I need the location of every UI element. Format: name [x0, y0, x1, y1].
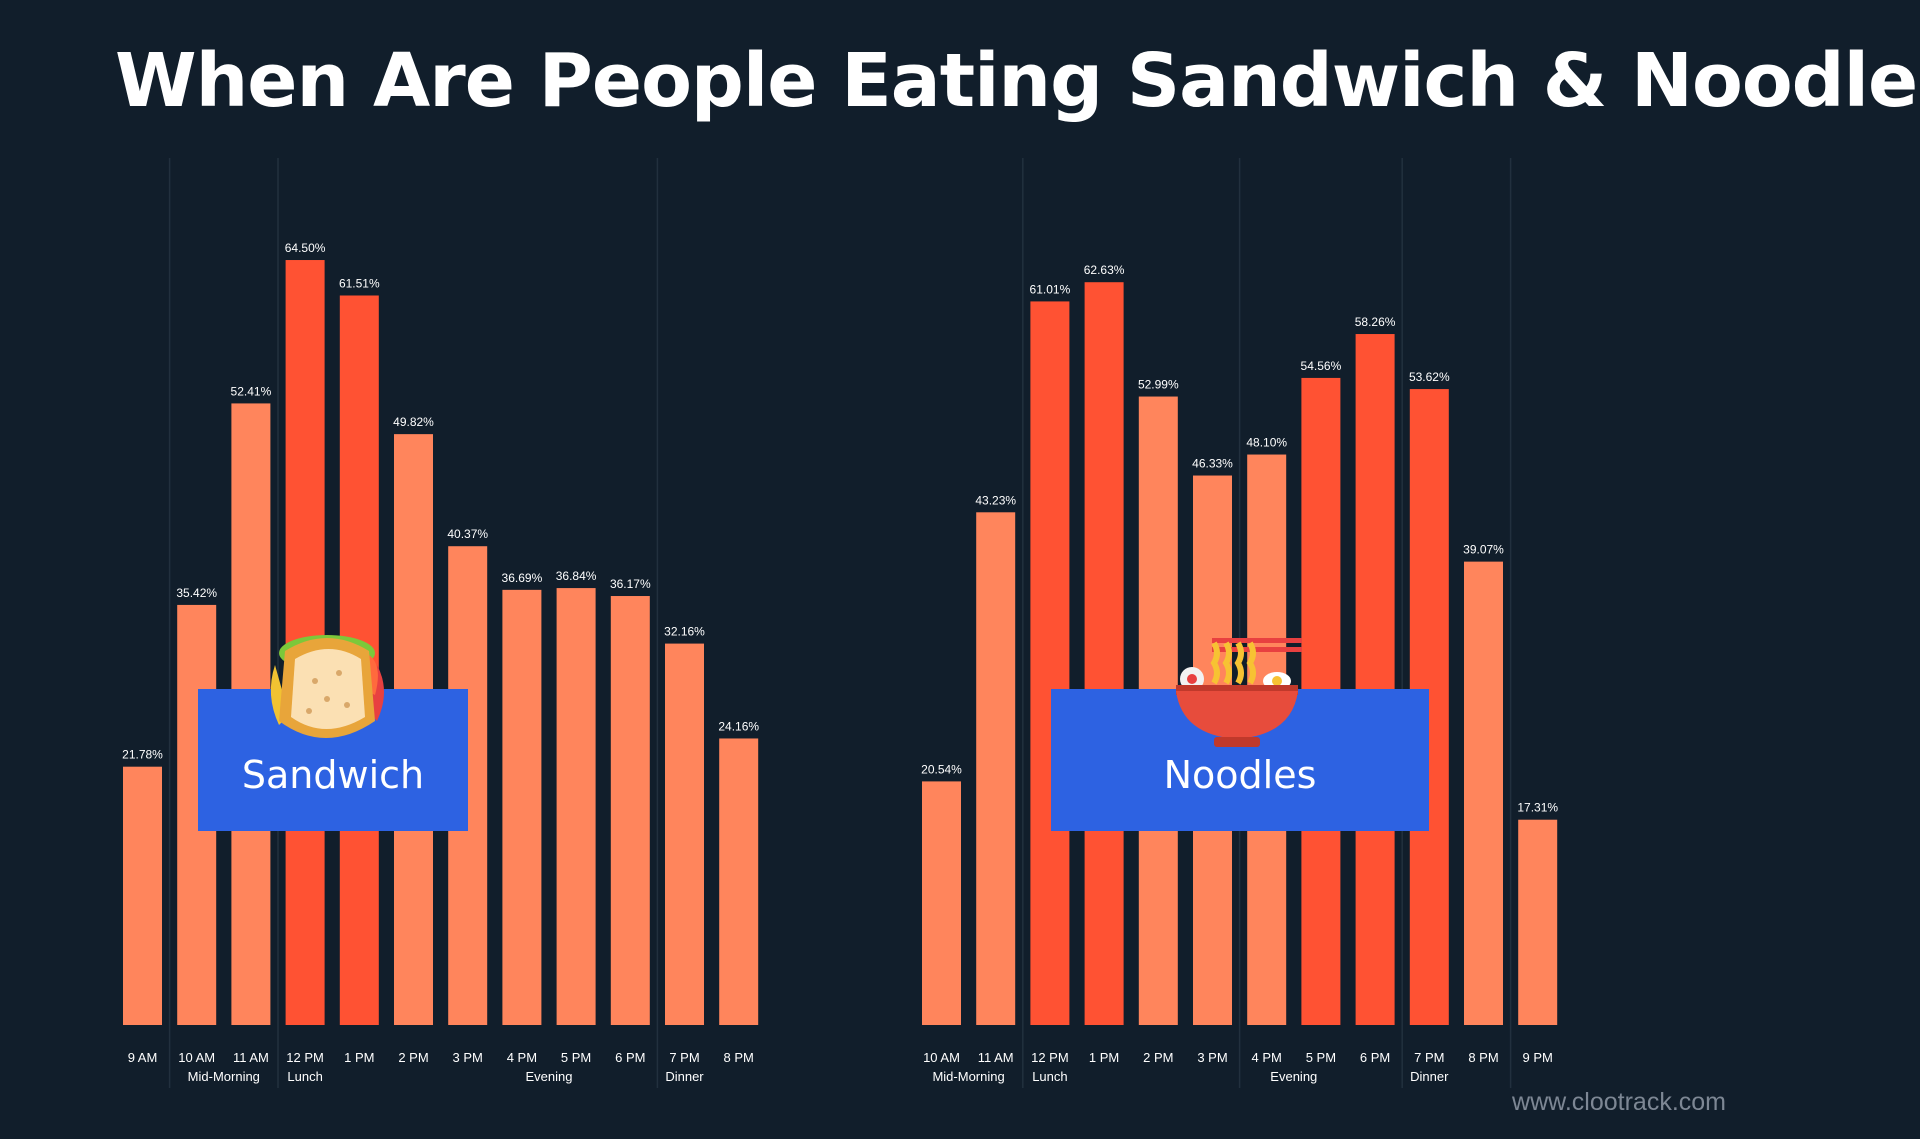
sandwich-data-label: 61.51%: [339, 276, 380, 290]
noodles-tick-label: 10 AM: [923, 1050, 960, 1065]
noodles-data-label: 52.99%: [1138, 378, 1179, 392]
sandwich-tick-label: 5 PM: [561, 1050, 591, 1065]
sandwich-bar: [502, 589, 542, 1025]
noodles-bar: [1355, 334, 1395, 1026]
sandwich-data-label: 36.84%: [556, 569, 597, 583]
noodles-tick-label: 5 PM: [1306, 1050, 1336, 1065]
noodles-data-label: 62.63%: [1084, 263, 1125, 277]
noodles-data-label: 20.54%: [921, 762, 962, 776]
noodles-tick-label: 1 PM: [1089, 1050, 1119, 1065]
sandwich-group-label: Evening: [526, 1069, 573, 1084]
noodles-bar: [1084, 282, 1124, 1025]
noodles-group-label: Dinner: [1410, 1069, 1449, 1084]
noodles-data-label: 53.62%: [1409, 370, 1450, 384]
sandwich-tick-label: 7 PM: [669, 1050, 699, 1065]
noodles-bar: [1518, 819, 1558, 1025]
noodles-tick-label: 2 PM: [1143, 1050, 1173, 1065]
sandwich-icon: [270, 635, 384, 738]
sandwich-label: Sandwich: [241, 753, 425, 797]
sandwich-data-label: 21.78%: [122, 748, 163, 762]
sandwich-tick-label: 10 AM: [178, 1050, 215, 1065]
sandwich-tick-label: 4 PM: [507, 1050, 537, 1065]
noodles-bar: [1030, 301, 1070, 1025]
sandwich-bar: [665, 643, 704, 1025]
sandwich-tick-label: 1 PM: [344, 1050, 374, 1065]
chart-title: When Are People Eating Sandwich & Noodle…: [115, 38, 1920, 124]
noodles-group-label: Lunch: [1032, 1069, 1067, 1084]
sandwich-tick-label: 9 AM: [128, 1050, 158, 1065]
noodles-tick-label: 6 PM: [1360, 1050, 1390, 1065]
noodles-tick-label: 11 AM: [978, 1050, 1014, 1065]
noodles-label-badge: Noodles: [1051, 689, 1429, 831]
noodles-data-label: 39.07%: [1463, 543, 1504, 557]
noodles-data-label: 46.33%: [1192, 457, 1233, 471]
noodles-label: Noodles: [1163, 753, 1317, 797]
sandwich-tick-label: 8 PM: [724, 1050, 754, 1065]
noodles-tick-label: 9 PM: [1523, 1050, 1553, 1065]
sandwich-group-label: Mid-Morning: [188, 1069, 260, 1084]
noodles-data-label: 54.56%: [1301, 359, 1342, 373]
sandwich-data-label: 35.42%: [176, 586, 217, 600]
noodles-tick-label: 3 PM: [1197, 1050, 1227, 1065]
noodles-tick-label: 12 PM: [1031, 1050, 1069, 1065]
sandwich-tick-label: 3 PM: [453, 1050, 483, 1065]
sandwich-label-badge: Sandwich: [198, 689, 468, 831]
sandwich-bar: [556, 588, 596, 1025]
sandwich-tick-label: 2 PM: [398, 1050, 428, 1065]
noodles-data-label: 43.23%: [975, 493, 1016, 507]
sandwich-tick-label: 12 PM: [286, 1050, 324, 1065]
noodles-group-label: Mid-Morning: [932, 1069, 1004, 1084]
sandwich-bar: [610, 596, 650, 1025]
noodles-data-label: 48.10%: [1246, 436, 1287, 450]
noodles-tick-label: 4 PM: [1252, 1050, 1282, 1065]
noodles-tick-label: 7 PM: [1414, 1050, 1444, 1065]
sandwich-data-label: 52.41%: [231, 384, 272, 398]
sandwich-group-label: Dinner: [665, 1069, 704, 1084]
noodle-bowl-icon: [1176, 638, 1302, 747]
sandwich-data-label: 32.16%: [664, 625, 705, 639]
sandwich-data-label: 49.82%: [393, 415, 434, 429]
sandwich-group-label: Lunch: [287, 1069, 322, 1084]
sandwich-data-label: 36.17%: [610, 577, 651, 591]
sandwich-data-label: 40.37%: [447, 527, 488, 541]
sandwich-tick-label: 11 AM: [233, 1050, 269, 1065]
noodles-data-label: 58.26%: [1355, 315, 1396, 329]
noodles-tick-label: 8 PM: [1468, 1050, 1498, 1065]
sandwich-bar: [719, 738, 759, 1025]
sandwich-tick-label: 6 PM: [615, 1050, 645, 1065]
sandwich-data-label: 24.16%: [718, 719, 759, 733]
noodles-data-label: 61.01%: [1030, 282, 1071, 296]
noodles-data-label: 17.31%: [1517, 801, 1558, 815]
sandwich-data-label: 64.50%: [285, 241, 326, 255]
noodles-group-label: Evening: [1270, 1069, 1317, 1084]
noodles-bar: [1464, 561, 1503, 1025]
noodles-bar: [976, 512, 1016, 1025]
watermark: www.clootrack.com: [1512, 1088, 1726, 1116]
sandwich-data-label: 36.69%: [502, 571, 543, 585]
noodles-bar: [922, 781, 961, 1025]
sandwich-bar: [123, 766, 162, 1025]
